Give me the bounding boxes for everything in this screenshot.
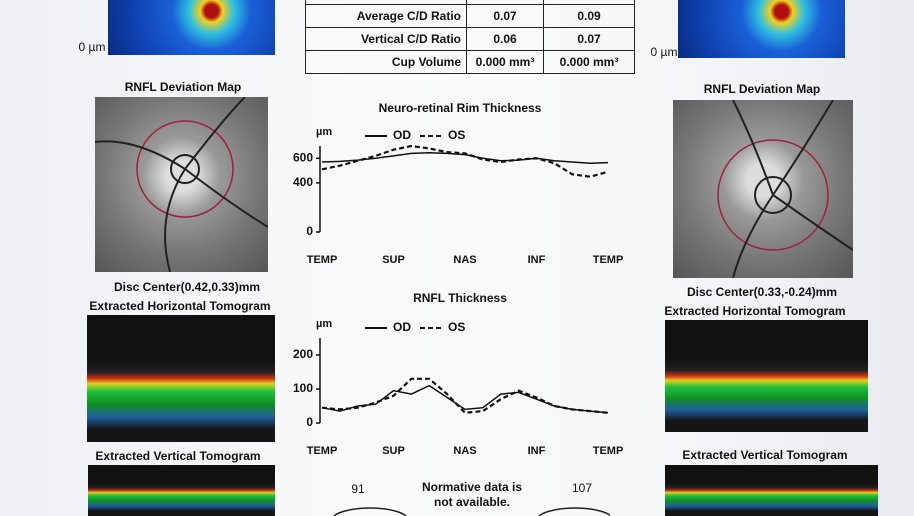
legend-label: OD bbox=[393, 320, 411, 334]
chart-title: Neuro-retinal Rim Thickness bbox=[379, 101, 542, 115]
y-axis-label: µm bbox=[316, 318, 332, 330]
chart: Neuro-retinal Rim Thickness µm 0 400 600 TEMP… bbox=[293, 101, 624, 266]
map-title: RNFL Deviation Map bbox=[703, 82, 821, 96]
note: not available. bbox=[433, 495, 511, 509]
disc-overlay bbox=[94, 96, 269, 273]
cd-table: Average C/D Ratio 0.07 0.09 Vertical C/D Ra… bbox=[305, 0, 635, 74]
x-tick-label: TEMP bbox=[307, 445, 338, 457]
y-tick-label: 0 bbox=[306, 415, 313, 429]
thickness-map bbox=[678, 0, 845, 58]
tomogram-title: Extracted Vertical Tomogram bbox=[95, 449, 261, 463]
table-cell: 0.000 mm³ bbox=[466, 50, 544, 74]
note: Normative data is bbox=[421, 480, 523, 494]
deviation-map bbox=[94, 96, 269, 273]
horizontal-tomogram bbox=[665, 320, 868, 432]
x-tick-label: TEMP bbox=[593, 445, 624, 457]
table-row: Cup Volume 0.000 mm³ 0.000 mm³ bbox=[305, 50, 635, 74]
y-tick-label: 400 bbox=[293, 175, 313, 189]
x-tick-label: TEMP bbox=[307, 254, 338, 266]
series-line bbox=[321, 152, 609, 164]
legend-label: OS bbox=[448, 128, 465, 142]
x-tick-label: INF bbox=[528, 445, 546, 457]
sector-value: 107 bbox=[571, 481, 593, 495]
tomogram-title: Extracted Horizontal Tomogram bbox=[89, 299, 271, 313]
sector-value: 91 bbox=[351, 482, 365, 496]
horizontal-tomogram bbox=[87, 315, 275, 442]
y-tick-label: 600 bbox=[293, 150, 313, 164]
table-cell: Cup Volume bbox=[305, 50, 467, 74]
map-title: RNFL Deviation Map bbox=[124, 80, 242, 94]
chart: RNFL Thickness µm 0 100 200 TEMP SUP NAS INF TEMP… bbox=[293, 291, 624, 457]
y-axis-label: µm bbox=[316, 126, 332, 138]
table-cell: Vertical C/D Ratio bbox=[305, 27, 467, 51]
x-tick-label: SUP bbox=[382, 254, 405, 266]
x-tick-label: NAS bbox=[453, 445, 476, 457]
vertical-tomogram bbox=[88, 465, 275, 516]
disc-center: Disc Center(0.42,0.33)mm bbox=[113, 280, 261, 294]
scale-label: 0 µm bbox=[650, 45, 678, 59]
y-tick-label: 100 bbox=[293, 381, 313, 395]
table-row: Vertical C/D Ratio 0.06 0.07 bbox=[305, 27, 635, 51]
deviation-map bbox=[673, 99, 854, 279]
x-tick-label: TEMP bbox=[593, 254, 624, 266]
tomogram-title: Extracted Horizontal Tomogram bbox=[664, 304, 846, 318]
disc-center: Disc Center(0.33,-0.24)mm bbox=[686, 285, 838, 299]
y-tick-label: 0 bbox=[306, 224, 313, 238]
table-cell: 0.000 mm³ bbox=[543, 50, 635, 74]
x-tick-label: INF bbox=[528, 254, 546, 266]
sector-circles bbox=[333, 507, 610, 516]
series-line bbox=[321, 377, 609, 414]
table-cell: 0.09 bbox=[543, 4, 635, 28]
thickness-map bbox=[108, 0, 275, 55]
scale-label: 0 µm bbox=[78, 40, 106, 54]
table-row: Average C/D Ratio 0.07 0.09 bbox=[305, 4, 635, 28]
table-cell: 0.07 bbox=[466, 4, 544, 28]
chart-title: RNFL Thickness bbox=[413, 291, 507, 305]
table-cell: 0.07 bbox=[543, 27, 635, 51]
y-tick-label: 200 bbox=[293, 347, 313, 361]
table-cell: Average C/D Ratio bbox=[305, 4, 467, 28]
tomogram-title: Extracted Vertical Tomogram bbox=[682, 448, 848, 462]
vertical-tomogram bbox=[665, 465, 878, 516]
table-cell: 0.06 bbox=[466, 27, 544, 51]
x-tick-label: SUP bbox=[382, 445, 405, 457]
series-line bbox=[321, 144, 609, 178]
legend-label: OD bbox=[393, 128, 411, 142]
legend-label: OS bbox=[448, 320, 465, 334]
disc-overlay bbox=[717, 99, 854, 279]
x-tick-label: NAS bbox=[453, 254, 476, 266]
